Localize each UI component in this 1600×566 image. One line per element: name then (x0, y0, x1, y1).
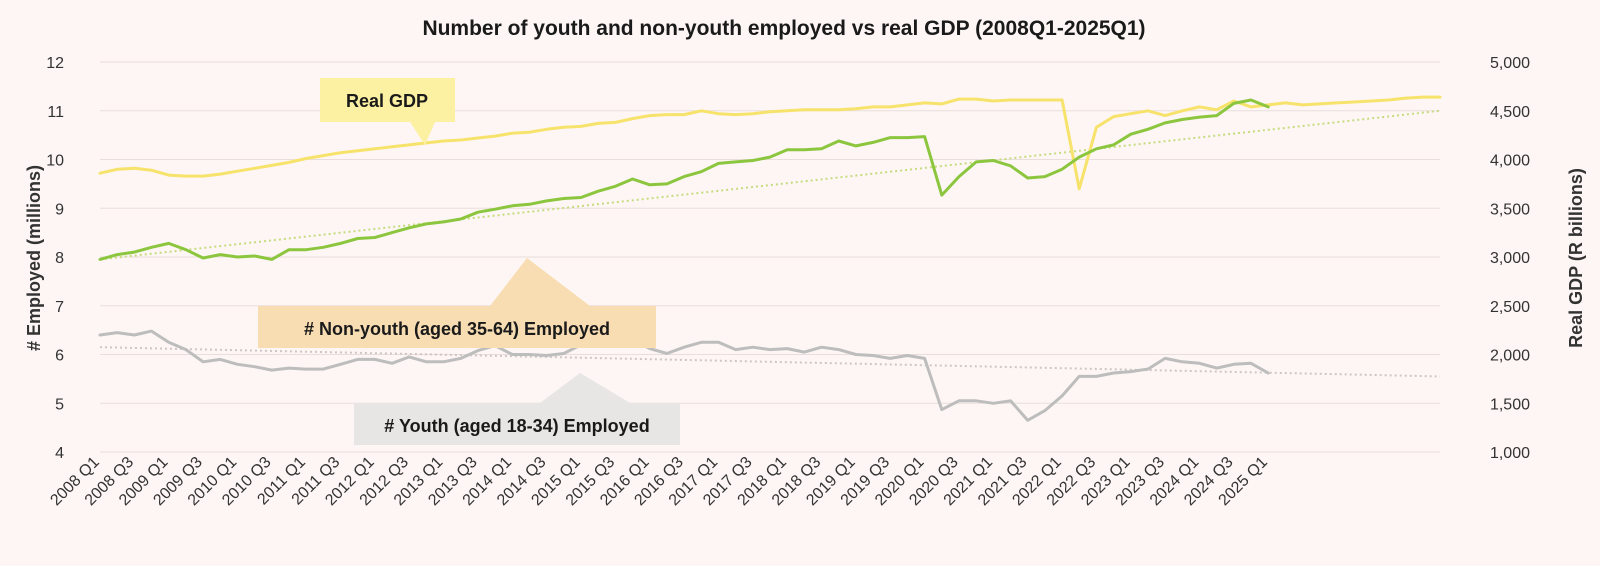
y-left-tick-label: 5 (55, 396, 64, 413)
callout-label: # Non-youth (aged 35-64) Employed (304, 319, 610, 339)
series-line-real-gdp (98, 95, 1442, 191)
callout-youth-aged-18-34-employed: # Youth (aged 18-34) Employed (354, 373, 680, 445)
series-lines (98, 95, 1442, 422)
series-line-non-youth-aged-35-64-employed (98, 98, 1270, 261)
y-right-tick-label: 4,000 (1490, 153, 1530, 170)
y-right-tick-label: 4,500 (1490, 104, 1530, 121)
y-left-tick-label: 7 (55, 299, 64, 316)
y-left-tick-label: 8 (55, 250, 64, 267)
y-left-tick-label: 6 (55, 348, 64, 365)
y-right-tick-label: 1,000 (1490, 445, 1530, 462)
y-right-tick-label: 2,000 (1490, 348, 1530, 365)
y-left-tick-label: 12 (46, 55, 64, 72)
y-axis-right-title: Real GDP (R billions) (1566, 168, 1586, 348)
y-right-tick-label: 3,500 (1490, 201, 1530, 218)
y-axis-left-title: # Employed (millions) (24, 165, 44, 351)
y-right-tick-label: 2,500 (1490, 299, 1530, 316)
y-right-tick-label: 1,500 (1490, 396, 1530, 413)
callout-pointer (490, 258, 590, 306)
series-line-youth-aged-18-34-employed (98, 329, 1270, 422)
gridlines (100, 61, 1440, 453)
callout-box (258, 306, 656, 348)
y-left-tick-label: 4 (55, 445, 64, 462)
y-axis-left: 4 5 6 7 8 9 10 11 12 (46, 55, 64, 462)
y-axis-right: 1,000 1,500 2,000 2,500 3,000 3,500 4,000 4,500… (1490, 55, 1530, 462)
callout-pointer (540, 373, 630, 403)
callout-pointer (410, 122, 435, 145)
trendlines (99, 109, 1441, 378)
y-right-tick-label: 5,000 (1490, 55, 1530, 72)
y-left-tick-label: 11 (47, 104, 64, 121)
chart-title: Number of youth and non-youth employed v… (422, 17, 1145, 40)
callout-box (354, 403, 680, 445)
callout-non-youth-aged-35-64-employed: # Non-youth (aged 35-64) Employed (258, 258, 656, 348)
trendline-non-youth-aged-35-64-employed (99, 109, 1441, 261)
y-left-tick-label: 10 (46, 153, 64, 170)
y-left-tick-label: 9 (55, 201, 64, 218)
callout-box (320, 78, 455, 122)
callout-real-gdp: Real GDP (320, 78, 455, 145)
callout-label: # Youth (aged 18-34) Employed (384, 416, 649, 436)
callout-label: Real GDP (346, 91, 428, 111)
trendline-youth-aged-18-34-employed (99, 346, 1441, 378)
callouts: Real GDP # Non-youth (aged 35-64) Employe… (258, 78, 680, 445)
y-right-tick-label: 3,000 (1490, 250, 1530, 267)
